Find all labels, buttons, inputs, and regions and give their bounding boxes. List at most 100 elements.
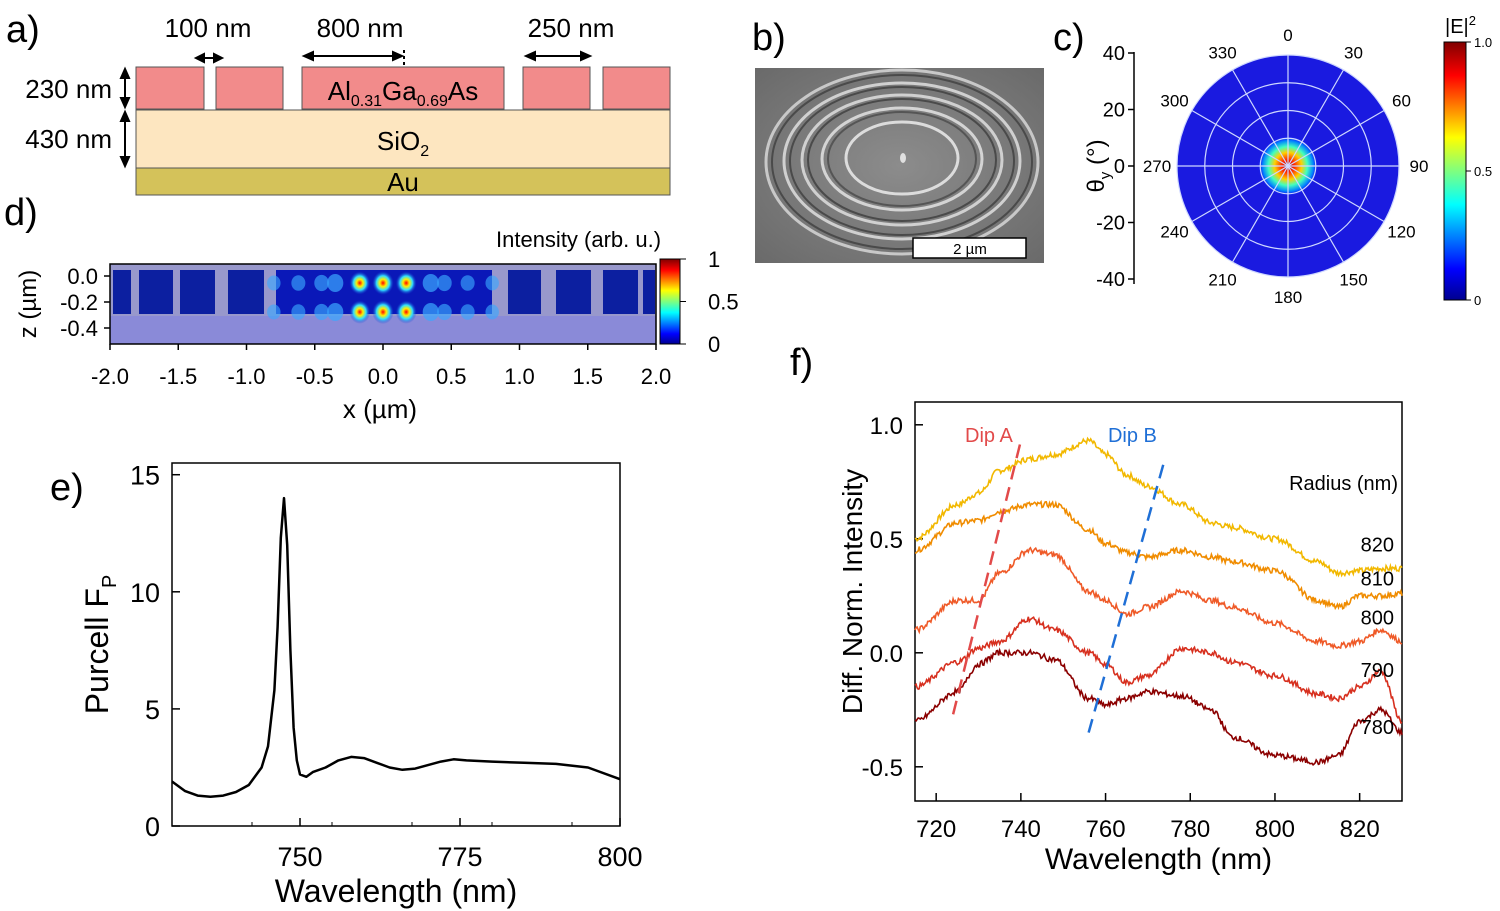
panel-f: f) 720 740 760 780 800 820 1.0 0.5 0.0 -0.5 820 810… <box>790 342 1403 876</box>
purcell-y-tick-label: 15 <box>130 461 160 491</box>
field-hotspot <box>485 304 499 320</box>
field-map-x-label: x (µm) <box>343 394 417 424</box>
purcell-x-tick-label: 800 <box>597 842 642 872</box>
field-map-y-label: z (µm) <box>15 270 42 338</box>
purcell-x-tick-label: 750 <box>277 842 322 872</box>
field-hotspot <box>267 304 281 320</box>
field-colorbar-ticks: 10.50 <box>680 247 739 357</box>
spectrum-820 <box>914 436 1403 578</box>
purcell-x-label: Wavelength (nm) <box>275 873 517 909</box>
field-hotspot <box>460 275 475 291</box>
panel-b-label: b) <box>752 17 786 59</box>
annotation-dip-b-line <box>1087 458 1167 733</box>
algaas-block-3 <box>522 66 591 110</box>
spectra-y-tick-label: 0.5 <box>870 527 903 554</box>
field-map-hotspots <box>267 271 499 324</box>
polar-angle-label: 0 <box>1283 26 1292 45</box>
field-x-tick-label: 1.0 <box>504 364 535 389</box>
annotation-dip-b-label: Dip B <box>1108 425 1157 447</box>
polar-colorbar <box>1443 41 1467 301</box>
polar-angle-labels: 0 30 60 90 120 150 180 210 240 270 300 330 <box>1143 26 1429 307</box>
field-x-tick-label: 1.5 <box>572 364 603 389</box>
field-map-x-ticks: -2.0 -1.5 -1.0 -0.5 0.0 0.5 1.0 1.5 2.0 <box>91 344 671 389</box>
spectra-x-tick-label: 820 <box>1340 816 1380 843</box>
polar-grid-spoke <box>1287 165 1385 223</box>
algaas-material-label: Al0.31Ga0.69As <box>328 76 478 110</box>
field-hotspot <box>349 300 371 324</box>
field-hotspot <box>437 303 452 321</box>
dim-ring-label: 800 nm <box>317 13 404 43</box>
polar-colorbar-tick-label: 0.5 <box>1474 164 1492 179</box>
field-hotspot <box>485 275 499 291</box>
panel-e-label: e) <box>50 467 84 509</box>
polar-grid <box>1176 54 1400 278</box>
field-hotspot <box>349 271 371 295</box>
field-hotspot <box>422 274 439 292</box>
panel-e: e) 750 775 800 0 5 10 15 Wavelength (nm) Purcell… <box>50 461 643 909</box>
spectra-x-tick-label: 800 <box>1255 816 1295 843</box>
field-x-tick-label: -0.5 <box>296 364 334 389</box>
polar-y-ticks: 40 20 0 -20 -40 <box>1096 43 1134 291</box>
field-y-tick-label: -0.4 <box>60 316 98 341</box>
polar-angle-label: 120 <box>1387 223 1415 242</box>
panel-a-label: a) <box>6 9 40 51</box>
algaas-block-4 <box>602 66 671 110</box>
spectrum-label-800: 800 <box>1361 607 1394 629</box>
spectrum-800 <box>914 546 1403 650</box>
polar-y-tick-label: 20 <box>1103 100 1125 122</box>
au-layer <box>135 167 671 196</box>
polar-grid-spoke <box>1191 109 1289 167</box>
sio2-layer <box>135 109 671 169</box>
field-hotspot <box>395 300 417 324</box>
spectrum-label-810: 810 <box>1361 569 1394 591</box>
annotation-dip-a-label: Dip A <box>965 425 1013 447</box>
panel-c-label: c) <box>1053 17 1085 59</box>
dim-period-label: 250 nm <box>528 13 615 43</box>
field-hotspot <box>460 304 475 320</box>
spectra-x-tick-label: 740 <box>1001 816 1041 843</box>
polar-angle-label: 90 <box>1410 157 1429 176</box>
field-colorbar-tick-label: 0 <box>708 332 720 357</box>
spectra-x-label: Wavelength (nm) <box>1045 843 1272 876</box>
polar-grid-spoke <box>1287 165 1345 263</box>
field-hotspot <box>327 274 344 292</box>
field-hotspot <box>314 274 329 292</box>
spectra-frame <box>914 401 1403 802</box>
panel-b: b) 2 µm <box>752 17 1044 263</box>
sio2-label: SiO2 <box>377 126 429 160</box>
field-colorbar-tick-label: 1 <box>708 247 720 272</box>
field-x-tick-label: 2.0 <box>641 364 672 389</box>
spectra-chart: 720 740 760 780 800 820 1.0 0.5 0.0 -0.5 820 810 800… <box>837 401 1403 876</box>
purcell-y-label: Purcell FP <box>79 575 121 715</box>
spectrum-780 <box>914 647 1403 766</box>
polar-grid-spoke <box>1231 69 1289 167</box>
au-label: Au <box>387 167 419 197</box>
polar-angle-label: 210 <box>1208 270 1236 289</box>
field-hotspot <box>372 271 394 295</box>
field-hotspot <box>327 303 344 321</box>
field-map-y-ticks: 0.0-0.2-0.4 <box>60 264 110 341</box>
spectrum-790 <box>914 616 1403 725</box>
polar-angle-label: 60 <box>1392 92 1411 111</box>
annotation-dip-a-line <box>951 440 1023 715</box>
dim-gap-label: 100 nm <box>165 13 252 43</box>
spectra-y-tick-label: -0.5 <box>862 755 903 782</box>
polar-angle-label: 300 <box>1160 92 1188 111</box>
field-hotspot <box>291 275 306 291</box>
purcell-curve <box>171 496 621 798</box>
sem-center-dot <box>900 153 906 163</box>
purcell-x-tick-label: 775 <box>437 842 482 872</box>
polar-angle-label: 30 <box>1344 44 1363 63</box>
field-x-tick-label: -2.0 <box>91 364 129 389</box>
dimension-arrows <box>119 50 593 169</box>
field-x-tick-label: 0.0 <box>368 364 399 389</box>
algaas-layer <box>135 66 671 110</box>
panel-f-label: f) <box>790 342 813 384</box>
polar-colorbar-tick-label: 0 <box>1474 293 1481 308</box>
polar-grid-spoke <box>1191 165 1289 223</box>
spectrum-label-820: 820 <box>1361 534 1394 556</box>
polar-y-tick-label: 0 <box>1114 156 1125 178</box>
field-colorbar-title: Intensity (arb. u.) <box>496 227 661 252</box>
polar-grid-spoke <box>1231 165 1289 263</box>
